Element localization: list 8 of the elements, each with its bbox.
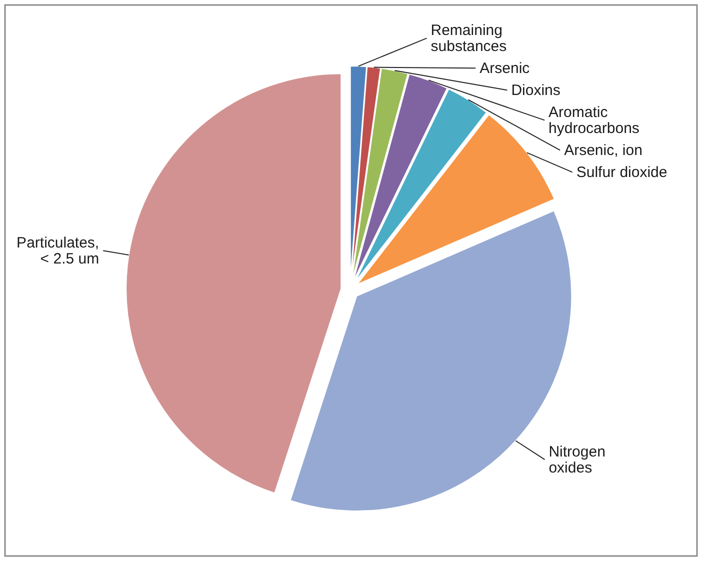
slice-label: Aromatic hydrocarbons [548,104,640,138]
slice-label: Particulates, < 2.5 um [16,234,100,268]
slice-label: Arsenic, ion [564,142,642,160]
slice-label: Arsenic [480,60,530,78]
slice-label: Nitrogen oxides [548,444,606,477]
slice-label: Sulfur dioxide [576,164,668,182]
slice-label: Remaining substances [430,22,507,56]
slice-label: Dioxins [511,82,560,100]
